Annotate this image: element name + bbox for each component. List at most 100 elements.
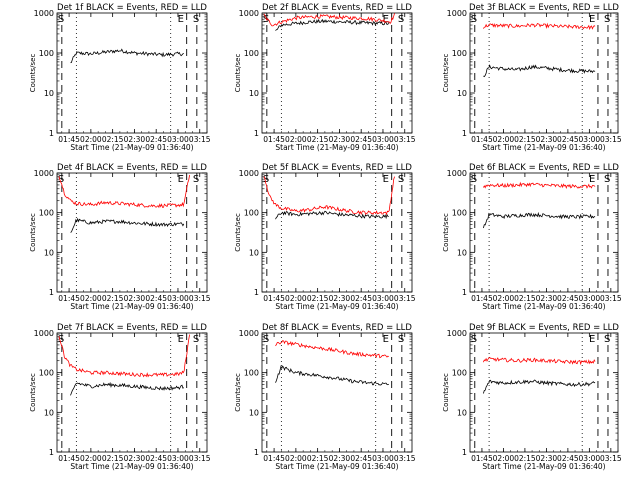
x-tick-label: 02:15 bbox=[307, 135, 329, 144]
y-tick-label: 10 bbox=[44, 248, 54, 257]
lld-series-line bbox=[483, 181, 596, 190]
marker-s-label: S bbox=[398, 174, 404, 185]
x-tick-label: 02:00 bbox=[80, 294, 102, 303]
panel-title: Det 9f BLACK = Events, RED = LLD bbox=[469, 323, 619, 333]
axes-frame bbox=[56, 172, 208, 293]
x-tick-label: 02:30 bbox=[536, 454, 558, 463]
x-tick-label: 03:00 bbox=[372, 294, 394, 303]
marker-s-label: S bbox=[58, 174, 64, 185]
y-axis-title: Counts/sec bbox=[234, 373, 242, 412]
marker-e-label: E bbox=[589, 14, 595, 25]
x-tick-label: 03:00 bbox=[372, 135, 394, 144]
x-tick-label: 02:45 bbox=[350, 454, 372, 463]
x-tick-label: 03:00 bbox=[167, 454, 189, 463]
marker-s-label: S bbox=[193, 14, 199, 25]
x-tick-label: 03:15 bbox=[600, 294, 622, 303]
x-tick-label: 03:15 bbox=[189, 294, 211, 303]
y-tick-label: 1 bbox=[254, 448, 259, 457]
x-axis-title: Start Time (21-May-09 01:36:40) bbox=[70, 462, 193, 471]
lld-series-line bbox=[263, 13, 395, 27]
chart-panel-3: Det 3f BLACK = Events, RED = LLD 1 10 100 10… bbox=[442, 3, 622, 152]
x-tick-label: 02:45 bbox=[350, 294, 372, 303]
x-tick-label: 01:45 bbox=[58, 454, 80, 463]
x-axis-title: Start Time (21-May-09 01:36:40) bbox=[482, 462, 605, 471]
x-tick-label: 01:45 bbox=[58, 135, 80, 144]
lld-series-line bbox=[483, 356, 596, 366]
y-axis-title: Counts/sec bbox=[29, 373, 37, 412]
x-axis-title: Start Time (21-May-09 01:36:40) bbox=[482, 302, 605, 311]
y-tick-label: 1000 bbox=[239, 329, 259, 338]
marker-s-label: S bbox=[471, 14, 477, 25]
marker-e-label: E bbox=[383, 14, 389, 25]
x-tick-label: 02:00 bbox=[493, 135, 515, 144]
axes-frame bbox=[261, 172, 413, 293]
y-tick-label: 100 bbox=[244, 209, 259, 218]
x-tick-label: 01:45 bbox=[263, 294, 285, 303]
lld-series-line bbox=[275, 340, 390, 359]
marker-s-label: S bbox=[604, 334, 610, 345]
marker-s-label: S bbox=[263, 174, 269, 185]
y-tick-label: 10 bbox=[249, 89, 259, 98]
y-tick-label: 1000 bbox=[34, 169, 54, 178]
axes-frame bbox=[469, 172, 619, 293]
panel-title: Det 3f BLACK = Events, RED = LLD bbox=[469, 3, 619, 13]
y-tick-label: 1000 bbox=[447, 169, 467, 178]
panel-title: Det 5f BLACK = Events, RED = LLD bbox=[262, 163, 412, 173]
marker-s-label: S bbox=[604, 14, 610, 25]
x-tick-label: 03:15 bbox=[394, 135, 416, 144]
axes-frame bbox=[261, 332, 413, 453]
y-axis-title: Counts/sec bbox=[29, 213, 37, 252]
x-tick-label: 02:15 bbox=[514, 454, 536, 463]
x-tick-label: 03:00 bbox=[579, 294, 601, 303]
marker-e-label: E bbox=[383, 334, 389, 345]
x-tick-label: 03:00 bbox=[372, 454, 394, 463]
x-tick-label: 02:15 bbox=[307, 294, 329, 303]
y-tick-label: 1000 bbox=[34, 329, 54, 338]
y-tick-label: 1000 bbox=[447, 9, 467, 18]
x-tick-label: 02:45 bbox=[557, 454, 579, 463]
x-tick-label: 02:45 bbox=[557, 294, 579, 303]
x-tick-label: 02:00 bbox=[493, 294, 515, 303]
y-tick-label: 10 bbox=[457, 89, 467, 98]
marker-e-label: E bbox=[178, 14, 184, 25]
marker-s-label: S bbox=[471, 334, 477, 345]
y-tick-label: 10 bbox=[457, 408, 467, 417]
x-tick-label: 02:30 bbox=[329, 135, 351, 144]
y-tick-label: 10 bbox=[44, 89, 54, 98]
y-tick-label: 10 bbox=[249, 408, 259, 417]
lld-series-line bbox=[483, 22, 596, 31]
y-tick-label: 100 bbox=[39, 369, 54, 378]
chart-panel-8: Det 8f BLACK = Events, RED = LLD 1 10 100 10… bbox=[234, 323, 416, 471]
x-tick-label: 02:45 bbox=[145, 454, 167, 463]
panel-title: Det 4f BLACK = Events, RED = LLD bbox=[57, 163, 207, 173]
x-tick-label: 02:00 bbox=[493, 454, 515, 463]
x-tick-label: 03:00 bbox=[579, 135, 601, 144]
chart-panel-2: Det 2f BLACK = Events, RED = LLD 1 10 100 10… bbox=[234, 3, 416, 152]
x-tick-label: 02:30 bbox=[124, 294, 146, 303]
x-tick-label: 03:00 bbox=[167, 135, 189, 144]
marker-e-label: E bbox=[589, 174, 595, 185]
axes-frame bbox=[56, 12, 208, 134]
y-tick-label: 1000 bbox=[447, 329, 467, 338]
y-axis-title: Counts/sec bbox=[234, 213, 242, 252]
chart-panel-4: Det 4f BLACK = Events, RED = LLD 1 10 100 10… bbox=[29, 163, 211, 311]
y-axis-title: Counts/sec bbox=[442, 213, 450, 252]
events-series-line bbox=[275, 18, 390, 31]
x-tick-label: 03:00 bbox=[579, 454, 601, 463]
x-tick-label: 02:30 bbox=[536, 135, 558, 144]
x-axis-title: Start Time (21-May-09 01:36:40) bbox=[275, 462, 398, 471]
chart-panel-6: Det 6f BLACK = Events, RED = LLD 1 10 100 10… bbox=[442, 163, 622, 311]
x-tick-label: 01:45 bbox=[263, 454, 285, 463]
x-tick-label: 03:15 bbox=[394, 454, 416, 463]
panel-title: Det 8f BLACK = Events, RED = LLD bbox=[262, 323, 412, 333]
y-tick-label: 10 bbox=[249, 248, 259, 257]
axes-frame bbox=[469, 12, 619, 134]
x-tick-label: 02:30 bbox=[329, 454, 351, 463]
marker-s-label: S bbox=[471, 174, 477, 185]
x-tick-label: 02:15 bbox=[514, 294, 536, 303]
x-axis-title: Start Time (21-May-09 01:36:40) bbox=[70, 302, 193, 311]
x-tick-label: 02:15 bbox=[102, 135, 124, 144]
x-tick-label: 02:00 bbox=[80, 135, 102, 144]
chart-panel-1: Det 1f BLACK = Events, RED = LLD 1 10 100 10… bbox=[29, 3, 211, 152]
events-series-line bbox=[275, 365, 389, 386]
